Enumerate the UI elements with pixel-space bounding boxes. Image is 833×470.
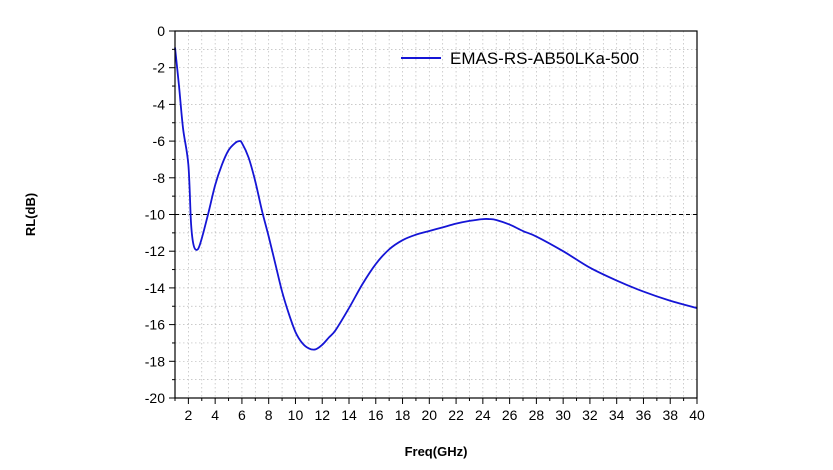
series-group [174, 47, 698, 351]
x-tick-label: 2 [184, 407, 192, 423]
x-tick-label: 36 [636, 407, 652, 423]
y-axis-title: RL(dB) [23, 193, 38, 236]
x-tick-label: 20 [422, 407, 438, 423]
x-tick-label: 22 [448, 407, 464, 423]
x-tick-label: 4 [211, 407, 219, 423]
y-tick-label: -4 [153, 96, 166, 112]
x-tick-label: 10 [288, 407, 304, 423]
legend: EMAS-RS-AB50LKa-500 [401, 49, 639, 68]
y-tick-label: -18 [145, 353, 165, 369]
grid [175, 31, 697, 398]
x-tick-label: 40 [689, 407, 705, 423]
y-tick-label: -10 [145, 207, 165, 223]
y-tick-label: -14 [145, 280, 165, 296]
y-tick-label: -12 [145, 243, 165, 259]
x-tick-label: 12 [314, 407, 330, 423]
x-tick-label: 30 [555, 407, 571, 423]
y-tick-label: -8 [153, 170, 166, 186]
x-tick-label: 32 [582, 407, 598, 423]
legend-label: EMAS-RS-AB50LKa-500 [450, 49, 639, 68]
y-tick-label: -6 [153, 133, 166, 149]
x-tick-labels: 2 4 6 8 10 12 14 16 18 20 22 24 26 28 30 32 34 36 38 40 [184, 407, 705, 423]
y-tick-label: 0 [157, 23, 165, 39]
y-tick-label: -20 [145, 390, 165, 406]
y-tick-labels: 0 -2 -4 -6 -8 -10 -12 -14 -16 -18 -20 [145, 23, 165, 406]
x-tick-label: 6 [238, 407, 246, 423]
x-tick-label: 14 [341, 407, 357, 423]
x-tick-label: 24 [475, 407, 491, 423]
x-tick-label: 16 [368, 407, 384, 423]
x-tick-label: 26 [502, 407, 518, 423]
x-tick-label: 28 [529, 407, 545, 423]
x-axis-title: Freq(GHz) [405, 444, 468, 459]
y-tick-label: -2 [153, 60, 166, 76]
series-line [174, 47, 698, 351]
x-tick-label: 18 [395, 407, 411, 423]
x-tick-label: 34 [609, 407, 625, 423]
y-tick-label: -16 [145, 317, 165, 333]
ticks [169, 30, 698, 404]
x-tick-label: 8 [265, 407, 273, 423]
x-tick-label: 38 [662, 407, 678, 423]
